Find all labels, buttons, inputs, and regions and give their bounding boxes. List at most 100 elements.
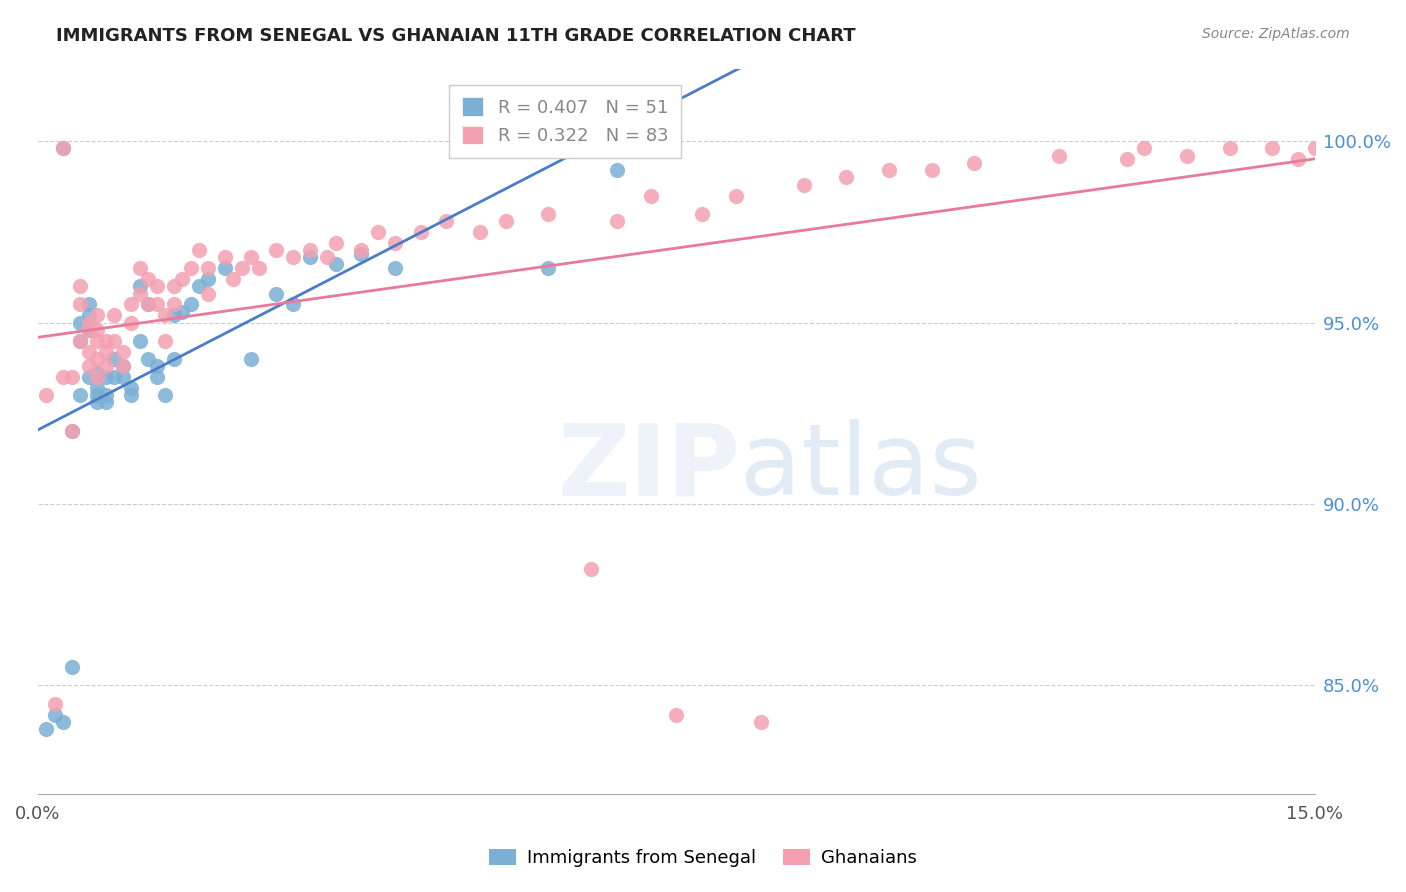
Point (77, 308, 100, 322)
Text: ZIP: ZIP (557, 419, 740, 516)
Point (94, 334, 117, 348)
Point (640, 141, 662, 155)
Point (325, 235, 347, 250)
Point (434, 214, 457, 228)
Point (44, 697, 66, 711)
Point (470, 225, 492, 239)
Point (325, 258, 347, 272)
Point (197, 286, 219, 301)
Point (963, 156, 986, 170)
Point (793, 178, 815, 192)
Point (128, 334, 150, 348)
Point (1175, 148, 1198, 162)
Point (94, 395, 117, 409)
Point (197, 261, 219, 276)
Point (239, 250, 262, 264)
Point (60, 370, 83, 384)
Point (579, 562, 602, 576)
Point (146, 297, 169, 311)
Point (128, 261, 150, 276)
Point (120, 381, 142, 395)
Point (537, 261, 560, 276)
Point (52, 141, 75, 155)
Text: Source: ZipAtlas.com: Source: ZipAtlas.com (1202, 27, 1350, 41)
Point (222, 272, 245, 286)
Point (155, 334, 177, 348)
Point (128, 286, 150, 301)
Point (264, 243, 287, 257)
Point (180, 261, 202, 276)
Point (111, 370, 134, 384)
Point (52, 714, 75, 729)
Point (138, 272, 160, 286)
Point (86, 381, 108, 395)
Point (367, 225, 389, 239)
Point (921, 163, 943, 178)
Point (94, 344, 117, 359)
Point (94, 370, 117, 384)
Point (77, 344, 100, 359)
Point (316, 250, 339, 264)
Point (214, 261, 236, 276)
Point (69, 297, 91, 311)
Legend: R = 0.407   N = 51, R = 0.322   N = 83: R = 0.407 N = 51, R = 0.322 N = 83 (449, 85, 681, 158)
Point (146, 279, 169, 293)
Point (188, 279, 211, 293)
Point (299, 243, 322, 257)
Point (239, 351, 262, 366)
Point (384, 235, 406, 250)
Point (60, 660, 83, 674)
Point (69, 388, 91, 402)
Point (128, 279, 150, 293)
Point (146, 370, 169, 384)
Point (877, 163, 900, 178)
Point (172, 304, 194, 318)
Point (1286, 153, 1309, 167)
Point (35, 388, 58, 402)
Point (120, 388, 142, 402)
Point (103, 351, 125, 366)
Point (86, 351, 108, 366)
Point (180, 297, 202, 311)
Point (749, 714, 772, 729)
Point (640, 188, 662, 202)
Point (60, 425, 83, 439)
Point (103, 370, 125, 384)
Point (44, 707, 66, 722)
Point (537, 207, 560, 221)
Point (77, 323, 100, 337)
Point (606, 214, 628, 228)
Point (77, 370, 100, 384)
Point (350, 243, 373, 257)
Point (350, 246, 373, 260)
Point (1320, 148, 1343, 162)
Point (35, 722, 58, 736)
Point (86, 323, 108, 337)
Point (138, 297, 160, 311)
Point (69, 279, 91, 293)
Text: IMMIGRANTS FROM SENEGAL VS GHANAIAN 11TH GRADE CORRELATION CHART: IMMIGRANTS FROM SENEGAL VS GHANAIAN 11TH… (56, 27, 856, 45)
Point (52, 141, 75, 155)
Point (606, 163, 628, 178)
Text: atlas: atlas (740, 419, 981, 516)
Point (86, 334, 108, 348)
Point (384, 261, 406, 276)
Point (111, 359, 134, 373)
Point (1261, 141, 1284, 155)
Point (138, 297, 160, 311)
Point (94, 388, 117, 402)
Point (247, 261, 270, 276)
Point (1303, 141, 1326, 155)
Point (86, 308, 108, 322)
Point (1133, 141, 1156, 155)
Point (103, 334, 125, 348)
Point (103, 308, 125, 322)
Legend: Immigrants from Senegal, Ghanaians: Immigrants from Senegal, Ghanaians (482, 841, 924, 874)
Point (111, 344, 134, 359)
Point (111, 359, 134, 373)
Point (163, 297, 186, 311)
Point (163, 279, 186, 293)
Point (495, 214, 517, 228)
Point (86, 370, 108, 384)
Point (138, 351, 160, 366)
